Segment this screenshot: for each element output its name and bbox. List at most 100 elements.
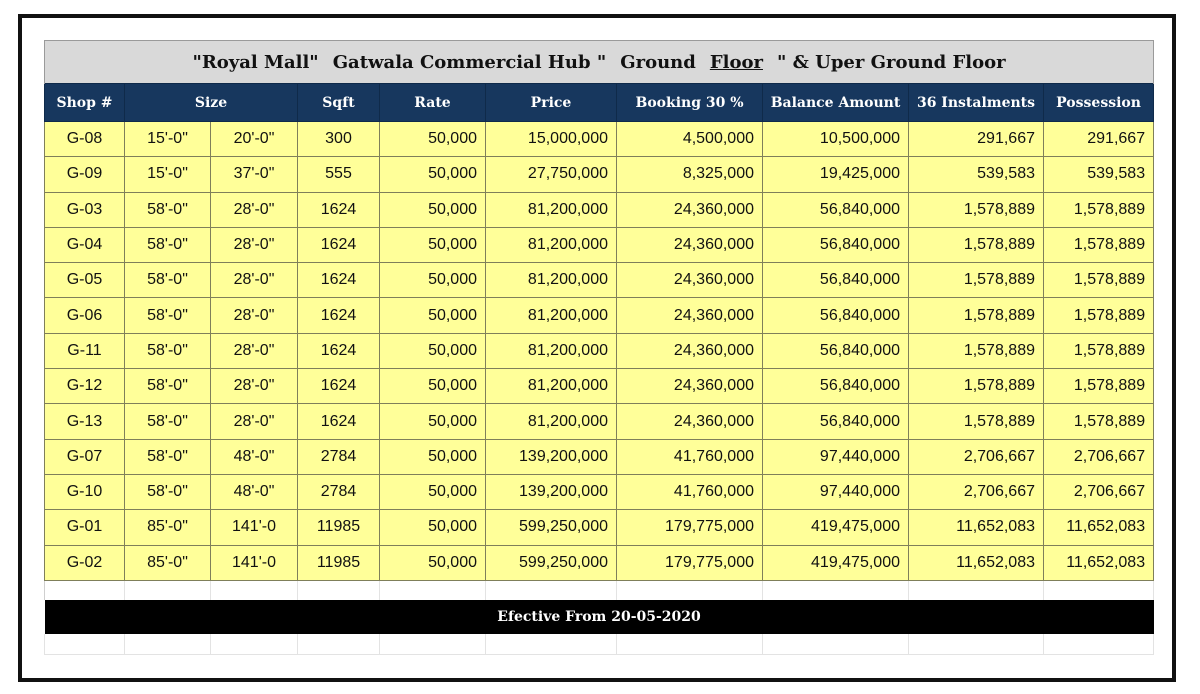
cell-possession: 1,578,889 [1042, 368, 1155, 405]
cell-possession: 1,578,889 [1042, 297, 1155, 334]
cell-possession: 1,578,889 [1042, 226, 1155, 264]
cell-price: 599,250,000 [485, 509, 617, 546]
cell-size-width: 85'-0" [124, 544, 211, 581]
cell-possession: 1,578,889 [1042, 332, 1155, 370]
cell-shop: G-06 [44, 297, 125, 334]
table-row: G-08 15'-0" 20'-0" 300 50,000 15,000,000 4,500… [44, 120, 1155, 158]
cell-possession: 539,583 [1042, 156, 1155, 193]
cell-sqft: 1624 [297, 332, 380, 370]
cell-possession: 1,578,889 [1042, 403, 1155, 440]
cell-shop: G-03 [44, 191, 125, 228]
cell-balance: 19,425,000 [762, 156, 909, 193]
title-part-3: Ground [620, 51, 696, 73]
cell-rate: 50,000 [379, 403, 486, 440]
cell-instalments: 1,578,889 [908, 262, 1044, 299]
table-row: G-12 58'-0" 28'-0" 1624 50,000 81,200,000 24,3… [44, 368, 1155, 405]
cell-size-length: 28'-0" [210, 262, 298, 299]
cell-rate: 50,000 [379, 332, 486, 370]
cell-size-width: 58'-0" [124, 438, 211, 475]
cell-instalments: 539,583 [908, 156, 1044, 193]
cell-sqft: 300 [297, 120, 380, 158]
cell-booking: 179,775,000 [616, 544, 763, 581]
header-possession: Possession [1042, 83, 1155, 122]
cell-rate: 50,000 [379, 368, 486, 405]
cell-rate: 50,000 [379, 120, 486, 158]
cell-price: 81,200,000 [485, 226, 617, 264]
header-balance: Balance Amount [762, 83, 909, 122]
cell-instalments: 2,706,667 [908, 438, 1044, 475]
title-row: "Royal Mall" Gatwala Commercial Hub " Grou… [43, 40, 1155, 84]
cell-instalments: 11,652,083 [908, 509, 1044, 546]
cell-size-length: 141'-0 [210, 509, 298, 546]
cell-possession: 11,652,083 [1042, 509, 1155, 546]
cell-size-length: 28'-0" [210, 368, 298, 405]
cell-booking: 24,360,000 [616, 403, 763, 440]
cell-size-width: 58'-0" [124, 297, 211, 334]
price-list-frame: "Royal Mall" Gatwala Commercial Hub " Grou… [18, 14, 1176, 682]
cell-sqft: 1624 [297, 368, 380, 405]
cell-instalments: 1,578,889 [908, 403, 1044, 440]
table-row: G-03 58'-0" 28'-0" 1624 50,000 81,200,000 24,3… [44, 191, 1155, 228]
effective-row: Efective From 20-05-2020 [44, 600, 1154, 635]
cell-rate: 50,000 [379, 438, 486, 475]
cell-possession: 291,667 [1042, 120, 1155, 158]
table-row: G-02 85'-0" 141'-0 11985 50,000 599,250,000 17… [44, 544, 1155, 581]
cell-sqft: 1624 [297, 226, 380, 264]
cell-possession: 2,706,667 [1042, 438, 1155, 475]
table-row: G-01 85'-0" 141'-0 11985 50,000 599,250,000 17… [44, 509, 1155, 546]
cell-booking: 24,360,000 [616, 368, 763, 405]
cell-size-width: 58'-0" [124, 403, 211, 440]
cell-size-length: 28'-0" [210, 332, 298, 370]
cell-price: 139,200,000 [485, 438, 617, 475]
cell-rate: 50,000 [379, 262, 486, 299]
cell-rate: 50,000 [379, 156, 486, 193]
cell-rate: 50,000 [379, 191, 486, 228]
cell-sqft: 1624 [297, 297, 380, 334]
cell-possession: 2,706,667 [1042, 473, 1155, 511]
cell-size-length: 28'-0" [210, 191, 298, 228]
cell-balance: 419,475,000 [762, 544, 909, 581]
cell-balance: 56,840,000 [762, 368, 909, 405]
cell-size-width: 58'-0" [124, 191, 211, 228]
cell-size-width: 15'-0" [124, 156, 211, 193]
price-table: "Royal Mall" Gatwala Commercial Hub " Grou… [43, 40, 1155, 655]
table-row: G-05 58'-0" 28'-0" 1624 50,000 81,200,000 24,3… [44, 262, 1155, 299]
cell-booking: 24,360,000 [616, 332, 763, 370]
cell-shop: G-02 [44, 544, 125, 581]
cell-size-length: 48'-0" [210, 473, 298, 511]
table-row: G-06 58'-0" 28'-0" 1624 50,000 81,200,000 24,3… [44, 297, 1155, 334]
cell-price: 139,200,000 [485, 473, 617, 511]
cell-size-width: 58'-0" [124, 368, 211, 405]
cell-size-width: 15'-0" [124, 120, 211, 158]
table-row: G-04 58'-0" 28'-0" 1624 50,000 81,200,000 24,3… [44, 226, 1155, 264]
cell-size-width: 85'-0" [124, 509, 211, 546]
cell-shop: G-01 [44, 509, 125, 546]
title-part-1: "Royal Mall" [192, 51, 319, 73]
cell-instalments: 1,578,889 [908, 191, 1044, 228]
title-part-5: " & Uper Ground Floor [776, 51, 1006, 73]
cell-rate: 50,000 [379, 297, 486, 334]
page-title: "Royal Mall" Gatwala Commercial Hub " Grou… [43, 40, 1155, 84]
header-rate: Rate [379, 83, 486, 122]
title-part-2: Gatwala Commercial Hub " [332, 51, 607, 73]
cell-shop: G-05 [44, 262, 125, 299]
price-list-sheet: "Royal Mall" Gatwala Commercial Hub " Grou… [43, 40, 1155, 655]
cell-sqft: 11985 [297, 544, 380, 581]
cell-shop: G-07 [44, 438, 125, 475]
cell-booking: 41,760,000 [616, 438, 763, 475]
cell-shop: G-09 [44, 156, 125, 193]
cell-price: 81,200,000 [485, 262, 617, 299]
cell-booking: 24,360,000 [616, 297, 763, 334]
cell-sqft: 1624 [297, 191, 380, 228]
cell-rate: 50,000 [379, 509, 486, 546]
cell-rate: 50,000 [379, 226, 486, 264]
cell-size-length: 28'-0" [210, 297, 298, 334]
cell-size-length: 141'-0 [210, 544, 298, 581]
blank-row [44, 634, 1155, 655]
cell-balance: 56,840,000 [762, 403, 909, 440]
table-body: G-08 15'-0" 20'-0" 300 50,000 15,000,000 4,500… [44, 120, 1155, 581]
cell-booking: 24,360,000 [616, 262, 763, 299]
cell-shop: G-08 [44, 120, 125, 158]
cell-sqft: 1624 [297, 262, 380, 299]
header-booking: Booking 30 % [616, 83, 763, 122]
